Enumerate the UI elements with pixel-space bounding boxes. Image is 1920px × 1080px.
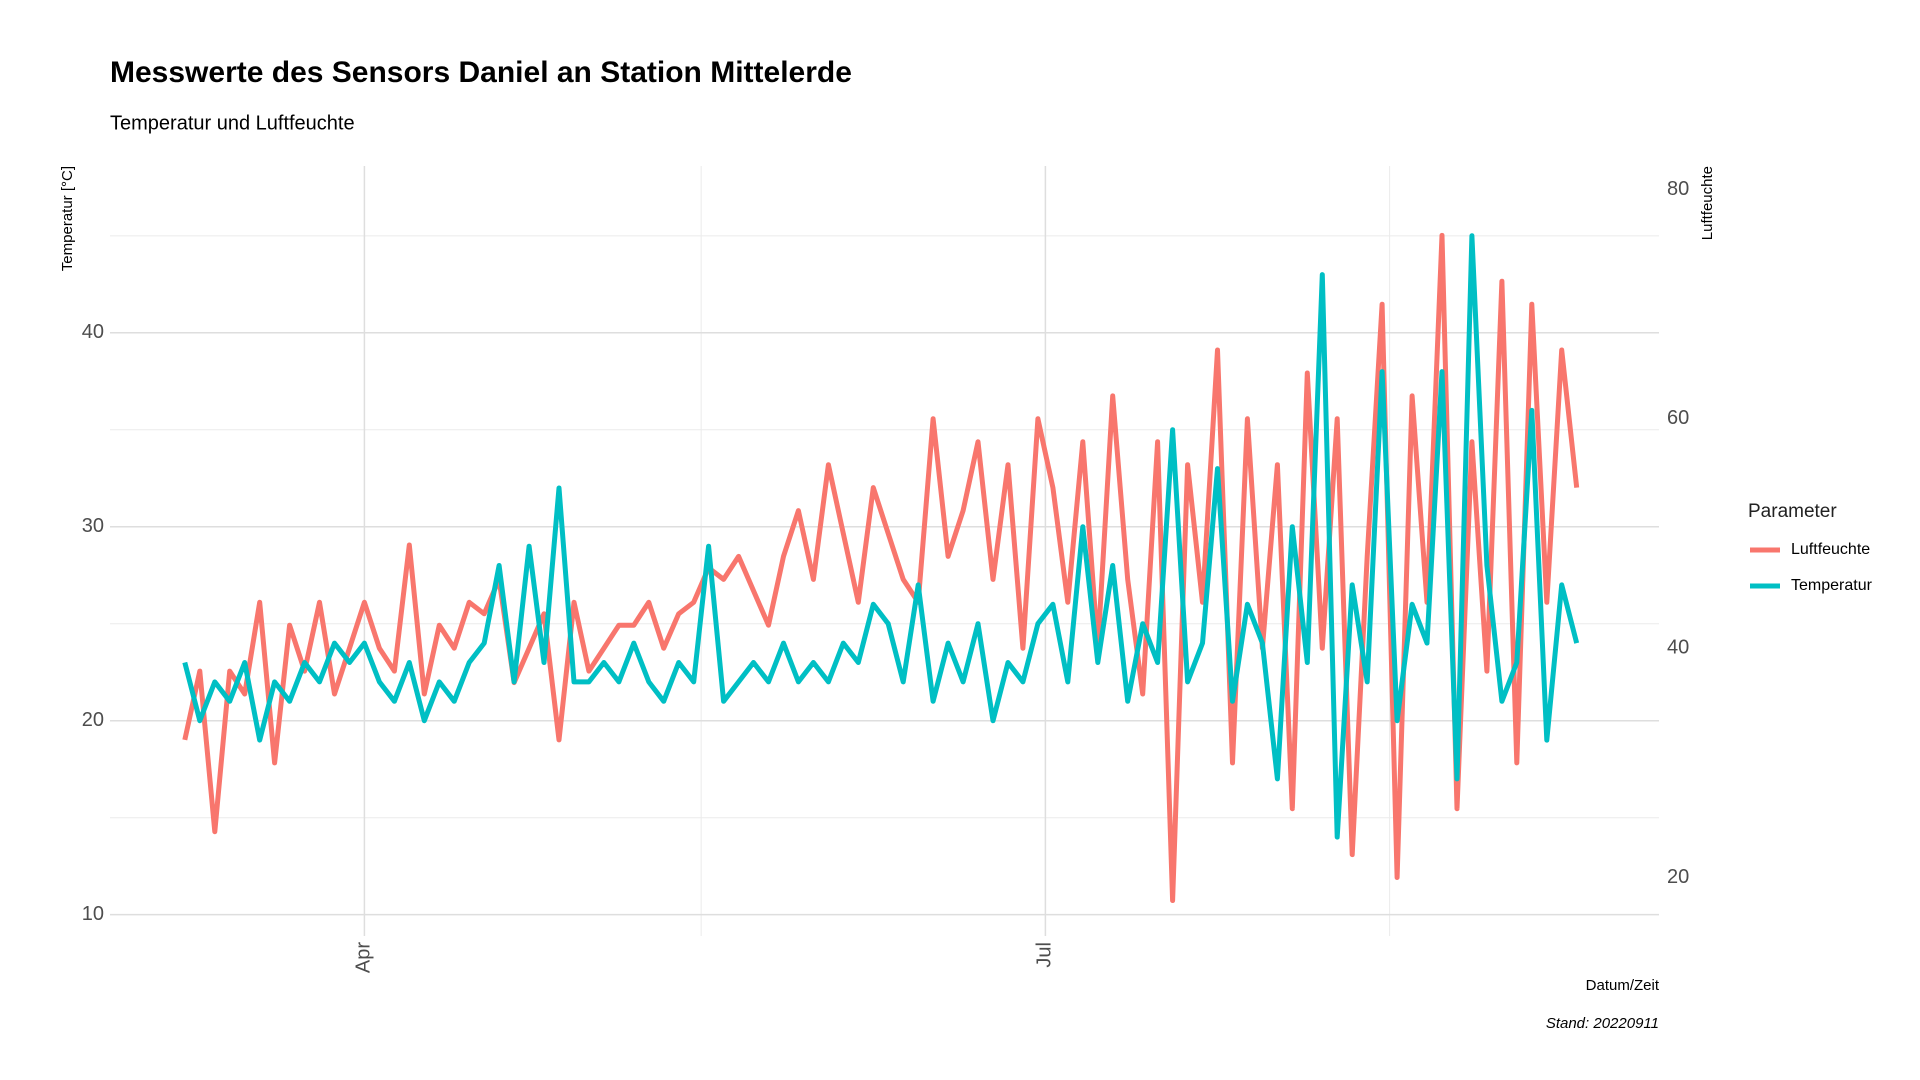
y2-tick-label: 40 <box>1667 636 1689 658</box>
y-tick-label: 20 <box>82 709 104 731</box>
legend-label: Luftfeuchte <box>1791 541 1870 558</box>
y-tick-label: 40 <box>82 321 104 343</box>
x-axis-label: Datum/Zeit <box>1586 977 1660 994</box>
caption: Stand: 20220911 <box>1546 1015 1659 1032</box>
y-axis-label: Temperatur [°C] <box>59 166 76 271</box>
data-line <box>182 232 1580 903</box>
y2-tick-label: 20 <box>1667 866 1689 888</box>
chart-subtitle: Temperatur und Luftfeuchte <box>110 112 355 134</box>
legend-label: Temperatur <box>1791 577 1873 594</box>
y-tick-label: 30 <box>82 515 104 537</box>
y2-axis-label: Luftfeuchte <box>1699 166 1716 240</box>
chart-title: Messwerte des Sensors Daniel an Station … <box>110 56 852 89</box>
y2-tick-label: 60 <box>1667 407 1689 429</box>
y2-tick-label: 80 <box>1667 178 1689 200</box>
legend-title: Parameter <box>1748 501 1837 522</box>
y-tick-label: 10 <box>82 903 104 925</box>
x-tick-label: Jul <box>1034 942 1056 968</box>
x-tick-label: Apr <box>353 942 375 973</box>
data-line <box>182 233 1580 840</box>
